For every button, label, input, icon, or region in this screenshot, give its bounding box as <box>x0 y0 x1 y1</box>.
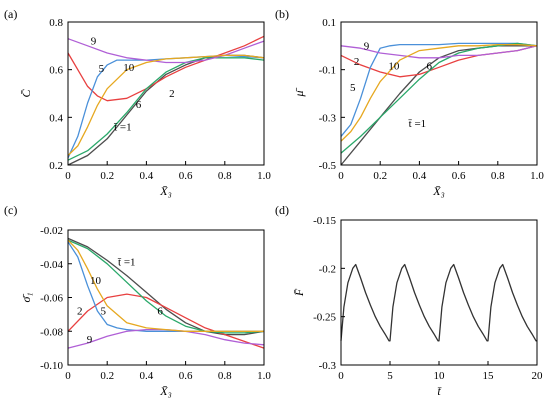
y-tick-label: -0.3 <box>319 112 337 124</box>
x-tick-label: 0 <box>338 170 344 182</box>
y-tick-label: -0.3 <box>319 360 337 372</box>
x-tick-label: 0.2 <box>100 370 114 382</box>
y-tick-label: -0.04 <box>40 259 63 271</box>
curve-label: t̄ =1 <box>114 121 132 133</box>
plot-frame <box>67 229 265 366</box>
y-tick-label: 0.2 <box>49 160 63 172</box>
curve-label: t̄ =1 <box>118 256 136 268</box>
series-line-9 <box>67 38 265 64</box>
curve-label: 6 <box>136 99 142 111</box>
curve-label: t̄ =1 <box>408 118 426 130</box>
y-axis-label: μ̄ <box>292 87 306 97</box>
x-tick-label: 5 <box>387 370 393 382</box>
x-tick-label: 0 <box>65 170 71 182</box>
y-tick-label: 0.6 <box>49 65 63 77</box>
y-tick-label: 0.8 <box>49 17 63 29</box>
x-axis-label: X̄₃ <box>159 384 172 398</box>
series-line-9 <box>340 45 538 59</box>
y-tick-label: -0.15 <box>313 215 336 227</box>
y-tick-label: -0.10 <box>40 360 63 372</box>
y-tick-label: -0.06 <box>40 293 63 305</box>
series-line-5 <box>340 42 538 137</box>
x-tick-label: 15 <box>483 370 495 382</box>
panel-label: (d) <box>275 203 289 217</box>
y-axis-label: C̄ <box>19 89 33 98</box>
y-tick-label: -0.25 <box>313 312 336 324</box>
y-axis-label: F̄ <box>292 288 306 297</box>
series-line-force <box>340 263 537 342</box>
y-tick-label: -0.02 <box>40 225 63 237</box>
y-tick-label: -0.2 <box>319 263 336 275</box>
series-line-10 <box>67 239 264 332</box>
x-tick-label: 0.2 <box>100 170 114 182</box>
y-tick-label: -0.1 <box>319 65 336 77</box>
x-axis-label: X̄₃ <box>159 184 172 198</box>
y-tick-label: -0.08 <box>40 326 63 338</box>
plot-frame <box>340 219 538 366</box>
curve-label: 9 <box>91 36 97 48</box>
x-tick-label: 0.6 <box>452 170 466 182</box>
x-tick-label: 10 <box>434 370 446 382</box>
curve-label: 5 <box>350 82 356 94</box>
x-tick-label: 0 <box>338 370 344 382</box>
x-tick-label: 1.0 <box>257 370 271 382</box>
panel-label: (c) <box>4 203 17 217</box>
x-tick-label: 0.8 <box>218 370 232 382</box>
curve-label: 9 <box>364 40 370 52</box>
curve-label: 6 <box>426 61 432 73</box>
y-axis-label: σ̄₁ <box>19 292 33 302</box>
x-tick-label: 0.8 <box>491 170 505 182</box>
x-tick-label: 0.4 <box>140 370 154 382</box>
panel-label: (b) <box>275 7 289 21</box>
plot-frame <box>67 21 265 166</box>
x-tick-label: 0.4 <box>140 170 154 182</box>
series-line-10 <box>67 54 265 156</box>
series-line-2 <box>67 35 265 102</box>
series-line-t1 <box>67 237 265 336</box>
curve-label: 2 <box>77 305 83 317</box>
y-tick-label: -0.5 <box>319 160 337 172</box>
series-line-10 <box>340 43 538 142</box>
curve-label: 9 <box>87 334 93 346</box>
curve-label: 2 <box>169 88 175 100</box>
x-tick-label: 0.2 <box>373 170 387 182</box>
x-tick-label: 0.6 <box>179 370 193 382</box>
x-tick-label: 0.6 <box>179 170 193 182</box>
x-tick-label: 0.4 <box>413 170 427 182</box>
series-line-t1 <box>340 45 537 166</box>
y-tick-label: 0.4 <box>49 112 63 124</box>
curve-label: 10 <box>90 275 102 287</box>
series-line-6 <box>67 57 265 161</box>
curve-label: 5 <box>99 63 105 75</box>
x-tick-label: 1.0 <box>257 170 271 182</box>
x-tick-label: 1.0 <box>530 170 544 182</box>
x-tick-label: 0 <box>65 370 71 382</box>
x-axis-label: X̄₃ <box>432 184 445 198</box>
x-tick-label: 20 <box>532 370 544 382</box>
y-tick-label: 0.1 <box>322 17 336 29</box>
x-axis-label: t̄ <box>437 384 441 398</box>
panel-label: (a) <box>4 7 17 21</box>
plot-frame <box>340 21 538 166</box>
curve-label: 10 <box>388 61 400 73</box>
curve-label: 10 <box>123 62 135 74</box>
curve-label: 2 <box>354 56 360 68</box>
curve-label: 5 <box>101 305 107 317</box>
series-line-2 <box>67 293 265 349</box>
series-line-6 <box>67 239 265 334</box>
curve-label: 6 <box>157 305 163 317</box>
x-tick-label: 0.8 <box>218 170 232 182</box>
